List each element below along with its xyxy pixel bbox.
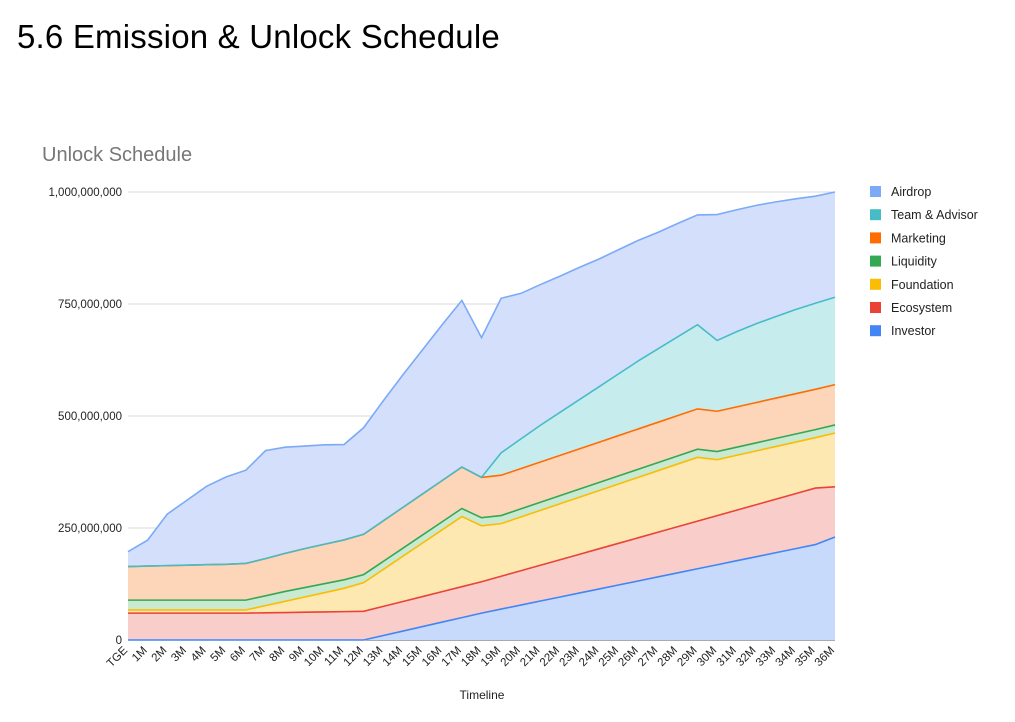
legend-swatch-airdrop [870, 186, 881, 197]
area-ecosystem [128, 486, 835, 640]
x-tick-label: 24M [577, 645, 601, 669]
x-tick-label: 16M [420, 645, 444, 669]
x-tick-label: 18M [459, 645, 483, 669]
x-tick-label: 34M [774, 645, 798, 669]
x-tick-label: 12M [341, 645, 365, 669]
x-tick-label: 25M [597, 645, 621, 669]
y-tick-label: 1,000,000,000 [48, 187, 122, 199]
x-tick-label: 22M [538, 645, 562, 669]
line-foundation [128, 432, 836, 611]
x-tick-label: 13M [361, 645, 385, 669]
legend-swatch-foundation [870, 278, 881, 290]
legend-label-ecosystem: Ecosystem [891, 301, 952, 315]
x-tick-label: 5M [209, 645, 229, 665]
line-liquidity [128, 424, 836, 601]
legend: Airdrop Team & Advisor Marketing Liquidity F… [870, 185, 978, 338]
x-tick-label: 6M [228, 645, 248, 665]
y-axis-ticks: 0 250,000,000 500,000,000 750,000,000 1,000,… [48, 187, 122, 647]
x-tick-label: 26M [616, 645, 640, 669]
x-tick-label: 7M [248, 645, 268, 665]
page-title: 5.6 Emission & Unlock Schedule [17, 18, 500, 55]
x-tick-label: 17M [440, 645, 464, 669]
x-tick-label: 35M [793, 645, 817, 669]
legend-swatch-investor [870, 325, 881, 337]
x-tick-label: 23M [558, 645, 582, 669]
legend-label-airdrop: Airdrop [891, 185, 931, 199]
area-team-advisor [128, 297, 835, 567]
y-tick-label: 750,000,000 [58, 299, 122, 311]
series-lines [127, 191, 836, 641]
legend-swatch-team-advisor [870, 209, 881, 221]
x-tick-label: 19M [479, 645, 503, 669]
legend-swatch-ecosystem [870, 302, 881, 313]
x-tick-label: 3M [169, 645, 189, 665]
x-tick-label: 14M [381, 645, 405, 669]
x-tick-label: 1M [130, 645, 150, 665]
x-tick-label: 32M [734, 645, 758, 669]
x-tick-label: TGE [105, 644, 130, 669]
y-tick-label: 250,000,000 [58, 523, 122, 535]
x-tick-label: 8M [267, 645, 287, 665]
x-axis-title: Timeline [460, 688, 505, 702]
area-foundation [128, 433, 835, 614]
x-tick-label: 28M [656, 645, 680, 669]
x-tick-label: 4M [189, 645, 209, 665]
x-tick-label: 11M [322, 645, 346, 669]
legend-label-marketing: Marketing [891, 231, 946, 245]
x-tick-label: 21M [518, 645, 542, 669]
x-axis-ticks: TGE 1M 2M 3M 4M 5M 6M 7M 8M 9M10M11M12M13M14M15M1… [105, 644, 837, 669]
line-airdrop [127, 191, 836, 553]
x-tick-label: 36M [813, 645, 837, 669]
line-team-advisor [127, 296, 836, 568]
legend-label-investor: Investor [891, 324, 935, 338]
legend-swatch-liquidity [870, 255, 881, 267]
legend-label-liquidity: Liquidity [891, 255, 938, 269]
line-investor [128, 536, 836, 641]
line-ecosystem [128, 485, 836, 614]
x-tick-label: 2M [150, 645, 170, 665]
x-tick-label: 20M [499, 645, 523, 669]
area-investor [128, 536, 835, 640]
area-liquidity [128, 424, 835, 610]
x-tick-label: 30M [695, 645, 719, 669]
chart-title: Unlock Schedule [42, 144, 192, 166]
x-tick-label: 29M [675, 645, 699, 669]
x-tick-label: 33M [754, 645, 778, 669]
x-tick-label: 10M [302, 645, 326, 669]
x-tick-label: 27M [636, 645, 660, 669]
y-tick-label: 0 [116, 635, 122, 647]
legend-label-foundation: Foundation [891, 278, 954, 292]
legend-label-team-advisor: Team & Advisor [891, 208, 978, 222]
x-tick-label: 15M [400, 645, 424, 669]
area-marketing [128, 384, 835, 601]
area-airdrop [128, 192, 835, 567]
stacked-areas [128, 192, 835, 640]
y-tick-label: 500,000,000 [58, 411, 122, 423]
x-tick-label: 31M [715, 645, 739, 669]
legend-swatch-marketing [870, 232, 881, 244]
